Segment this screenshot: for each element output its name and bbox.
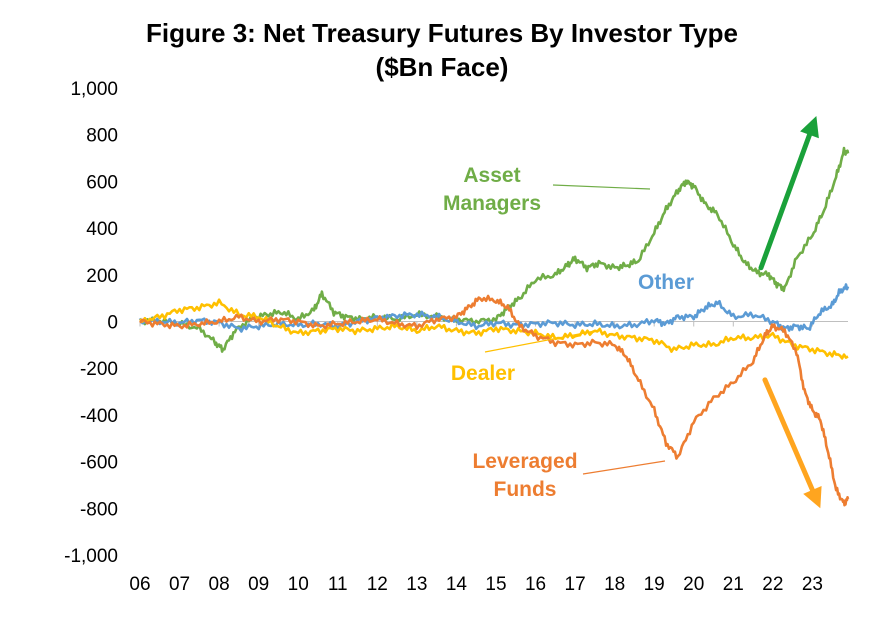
x-tick-label: 20 — [683, 574, 704, 595]
x-tick-label: 09 — [248, 574, 269, 595]
y-tick-label: 1,000 — [70, 79, 118, 100]
series-line-leveraged-funds — [139, 294, 850, 507]
x-tick-label: 14 — [446, 574, 468, 595]
y-tick-label: 400 — [86, 219, 118, 240]
chart-title-line-1: Figure 3: Net Treasury Futures By Invest… — [146, 18, 738, 48]
series-label-other: Other — [638, 271, 694, 294]
trend-arrow-shaft — [762, 377, 815, 493]
x-tick-label: 08 — [209, 574, 230, 595]
x-tick-label: 11 — [328, 574, 348, 595]
series-label-asset-managers: Asset — [463, 164, 520, 187]
y-tick-label: -600 — [80, 453, 118, 474]
x-tick-label: 16 — [525, 574, 546, 595]
y-tick-label: -1,000 — [64, 546, 118, 567]
y-tick-label: -200 — [80, 359, 118, 380]
series-label-leveraged-funds: Funds — [494, 478, 557, 501]
x-tick-label: 19 — [644, 574, 665, 595]
x-tick-label: 07 — [169, 574, 190, 595]
x-tick-label: 06 — [129, 574, 150, 595]
y-tick-label: 0 — [107, 313, 118, 334]
y-tick-label: -400 — [80, 406, 118, 427]
series-label-asset-managers: Managers — [443, 192, 541, 215]
trend-arrow-shaft — [758, 132, 813, 271]
y-tick-label: -800 — [80, 499, 118, 520]
trend-arrow-head — [803, 485, 822, 509]
series-layer — [138, 146, 850, 507]
x-tick-label: 18 — [604, 574, 625, 595]
chart-title-line-2: ($Bn Face) — [376, 52, 509, 82]
x-tick-label: 12 — [367, 574, 388, 595]
series-label-leveraged-funds: Leveraged — [472, 450, 577, 473]
x-tick-label: 17 — [565, 574, 586, 595]
trend-arrow-head — [800, 116, 819, 139]
leader-line-leveraged-funds — [582, 460, 666, 475]
series-label-dealer: Dealer — [451, 362, 515, 385]
trend-arrow-layer — [758, 116, 822, 509]
y-tick-label: 600 — [86, 172, 118, 193]
x-tick-label: 15 — [485, 574, 506, 595]
x-tick-label: 22 — [762, 574, 783, 595]
series-line-dealer — [139, 298, 849, 360]
leader-line-dealer — [484, 329, 601, 353]
y-tick-label: 200 — [86, 266, 118, 287]
y-tick-label: 800 — [86, 126, 118, 147]
series-line-asset-managers — [139, 146, 850, 353]
x-tick-label: 10 — [288, 574, 309, 595]
y-axis: 1,000 800 600 400 200 0 -200 -400 -600 -800 -1,000 — [64, 79, 848, 567]
x-tick-label: 23 — [802, 574, 823, 595]
x-tick-label: 21 — [723, 574, 744, 595]
x-tick-label: 13 — [406, 574, 427, 595]
leader-line-asset-managers — [552, 184, 651, 190]
series-label-layer: Asset Managers Other Dealer Leveraged Funds — [443, 164, 694, 501]
x-axis: 06 07 08 09 10 11 12 13 14 15 16 17 18 19 20 21 22 23 — [129, 321, 823, 595]
